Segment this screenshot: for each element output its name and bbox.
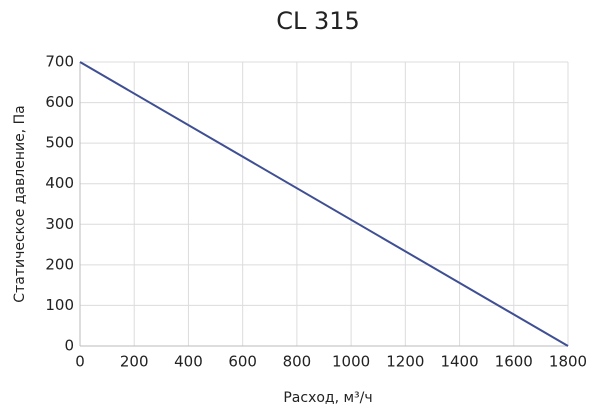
y-tick-label: 300 <box>45 215 74 233</box>
x-tick-label: 1800 <box>549 353 587 371</box>
y-tick-label: 400 <box>45 174 74 192</box>
data-line <box>79 61 569 347</box>
y-tick-label: 200 <box>45 255 74 273</box>
x-tick-label: 600 <box>228 353 257 371</box>
y-tick-label: 500 <box>45 134 74 152</box>
y-tick-label: 600 <box>45 93 74 111</box>
y-tick-label: 0 <box>64 337 74 355</box>
x-axis-label: Расход, м³/ч <box>283 390 372 406</box>
y-axis-label: Статическое давление, Па <box>12 105 28 302</box>
x-tick-label: 1400 <box>440 353 478 371</box>
x-tick-label: 1600 <box>495 353 533 371</box>
y-tick-label: 100 <box>45 296 74 314</box>
x-tick-label: 200 <box>120 353 149 371</box>
chart-title: CL 315 <box>276 7 360 35</box>
x-tick-label: 0 <box>75 353 85 371</box>
y-tick-label: 700 <box>45 53 74 71</box>
x-tick-label: 800 <box>283 353 312 371</box>
x-tick-label: 400 <box>174 353 203 371</box>
x-tick-label: 1200 <box>386 353 424 371</box>
x-tick-label: 1000 <box>332 353 370 371</box>
